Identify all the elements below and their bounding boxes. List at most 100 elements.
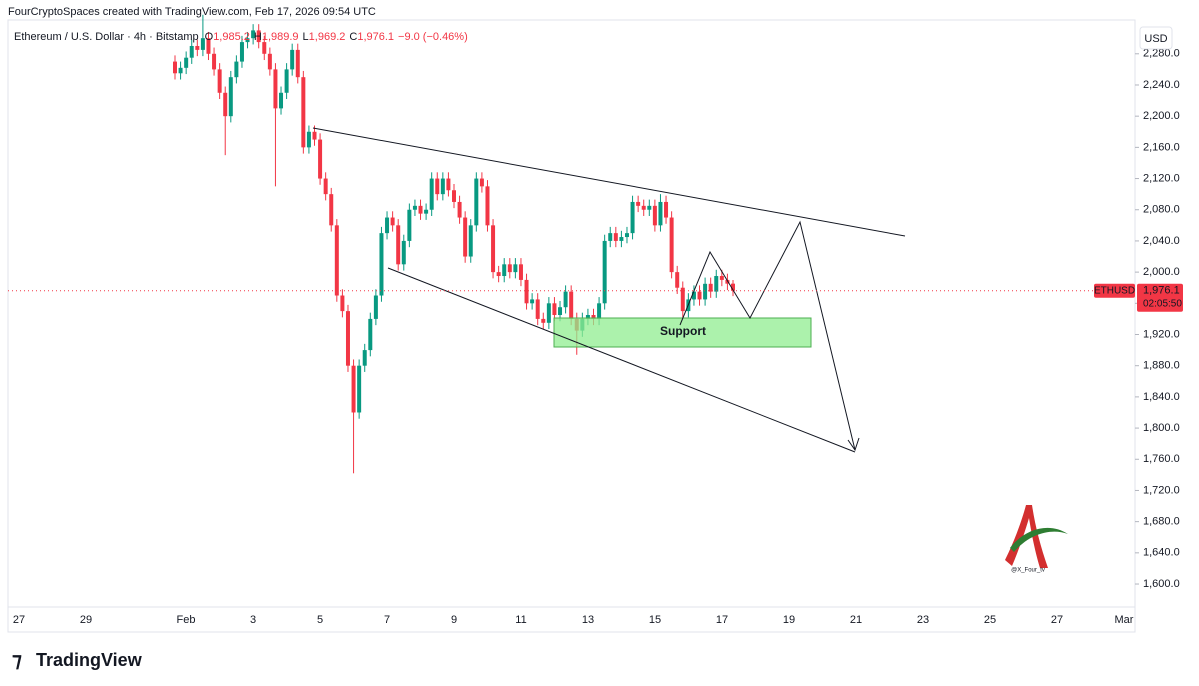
candle-body <box>284 69 289 93</box>
candle-body <box>725 279 730 284</box>
legend-key: O <box>205 31 214 43</box>
candle-body <box>412 205 417 210</box>
candle-body <box>262 42 267 54</box>
candle-body <box>524 279 529 304</box>
candle-body <box>256 30 261 43</box>
y-tick-label: 1,720.0 <box>1143 484 1180 496</box>
candle-body <box>613 233 618 241</box>
currency-box[interactable] <box>1139 26 1173 50</box>
candle-body <box>401 240 406 265</box>
candle-body <box>697 291 702 300</box>
symbol-label: ETHUSD <box>1094 285 1135 296</box>
trend-line-upper <box>312 127 906 237</box>
candle-body <box>703 283 708 300</box>
candle-body <box>569 291 574 319</box>
candle-body <box>184 57 189 68</box>
legend-value: 1,989.9 <box>262 31 299 43</box>
candle-body <box>491 225 496 273</box>
candle-body <box>396 225 401 265</box>
legend: Ethereum / U.S. Dollar · 4h · Bitstamp O1… <box>14 31 468 43</box>
y-tick-label: 2,240.0 <box>1143 79 1180 91</box>
watermark-logo <box>1005 505 1048 568</box>
candle-body <box>641 205 646 210</box>
y-tick-label: 1,880.0 <box>1143 360 1180 372</box>
legend-change: −9.0 (−0.46%) <box>398 31 468 43</box>
candle-body <box>496 272 501 277</box>
header-text: FourCryptoSpaces created with TradingVie… <box>8 6 376 18</box>
candle-body <box>591 315 596 319</box>
candle-body <box>463 217 468 257</box>
y-tick-label: 1,600.0 <box>1143 578 1180 590</box>
candle-body <box>457 201 462 218</box>
candle-body <box>351 365 356 413</box>
y-tick-label: 1,680.0 <box>1143 516 1180 528</box>
y-tick-label: 2,280.0 <box>1143 48 1180 60</box>
candles <box>173 14 735 474</box>
support-label: Support <box>660 324 706 338</box>
candle-body <box>731 283 735 291</box>
candle-body <box>719 276 724 280</box>
candle-body <box>223 92 228 117</box>
x-tick-label: 13 <box>582 614 594 626</box>
footer-brand: TradingView <box>36 650 143 670</box>
candle-body <box>318 139 323 179</box>
candle-body <box>418 205 423 214</box>
candle-body <box>474 178 479 226</box>
arrow-head <box>847 437 860 452</box>
candle-body <box>691 291 696 300</box>
candle-body <box>624 233 629 238</box>
candle-body <box>189 45 194 58</box>
candle-body <box>630 201 635 234</box>
candle-body <box>563 291 568 308</box>
candle-body <box>200 38 205 50</box>
x-tick-label: Mar <box>1115 614 1134 626</box>
price-tag <box>1137 283 1183 312</box>
candle-body <box>340 295 345 312</box>
candle-body <box>273 69 278 109</box>
candle-body <box>468 225 473 257</box>
candle-body <box>452 190 456 202</box>
candle-body <box>602 240 607 304</box>
projection-path <box>679 220 856 451</box>
candle-body <box>435 178 440 195</box>
symbol-tag <box>1094 283 1135 298</box>
candle-body <box>228 77 233 117</box>
candle-body <box>267 53 272 70</box>
candle-body <box>502 264 507 277</box>
candle-body <box>334 225 339 296</box>
x-tick-label: 29 <box>80 614 92 626</box>
countdown-label: 02:05:50 <box>1143 298 1182 309</box>
candle-body <box>345 311 350 366</box>
candle-body <box>306 131 311 148</box>
legend-key: L <box>303 31 309 43</box>
candle-body <box>234 61 239 78</box>
candle-body <box>446 178 451 191</box>
y-tick-label: 2,120.0 <box>1143 172 1180 184</box>
candle-body <box>323 178 328 195</box>
x-tick-label: 15 <box>649 614 661 626</box>
y-tick-label: 1,800.0 <box>1143 422 1180 434</box>
x-tick-label: 25 <box>984 614 996 626</box>
candle-body <box>585 315 590 319</box>
candle-body <box>552 303 557 316</box>
candle-body <box>357 365 362 413</box>
x-tick-label: Feb <box>177 614 196 626</box>
price-tag-label: 1,976.1 <box>1143 285 1180 297</box>
legend-title: Ethereum / U.S. Dollar · 4h · Bitstamp <box>14 31 199 43</box>
y-tick-label: 2,040.0 <box>1143 235 1180 247</box>
candle-body <box>440 178 445 195</box>
candle-body <box>479 178 484 187</box>
x-tick-label: 17 <box>716 614 728 626</box>
candle-body <box>251 30 256 39</box>
watermark-text: @X_Four_tv <box>1011 568 1045 574</box>
trend-line-lower <box>387 267 856 453</box>
candle-body <box>518 264 523 280</box>
candle-body <box>217 69 222 93</box>
candle-body <box>597 303 602 319</box>
x-tick-label: 9 <box>451 614 457 626</box>
candle-body <box>636 201 641 206</box>
y-tick-label: 2,080.0 <box>1143 204 1180 216</box>
candle-body <box>658 201 663 226</box>
legend-value: 1,985.2 <box>213 31 250 43</box>
legend-key: H <box>254 31 262 43</box>
